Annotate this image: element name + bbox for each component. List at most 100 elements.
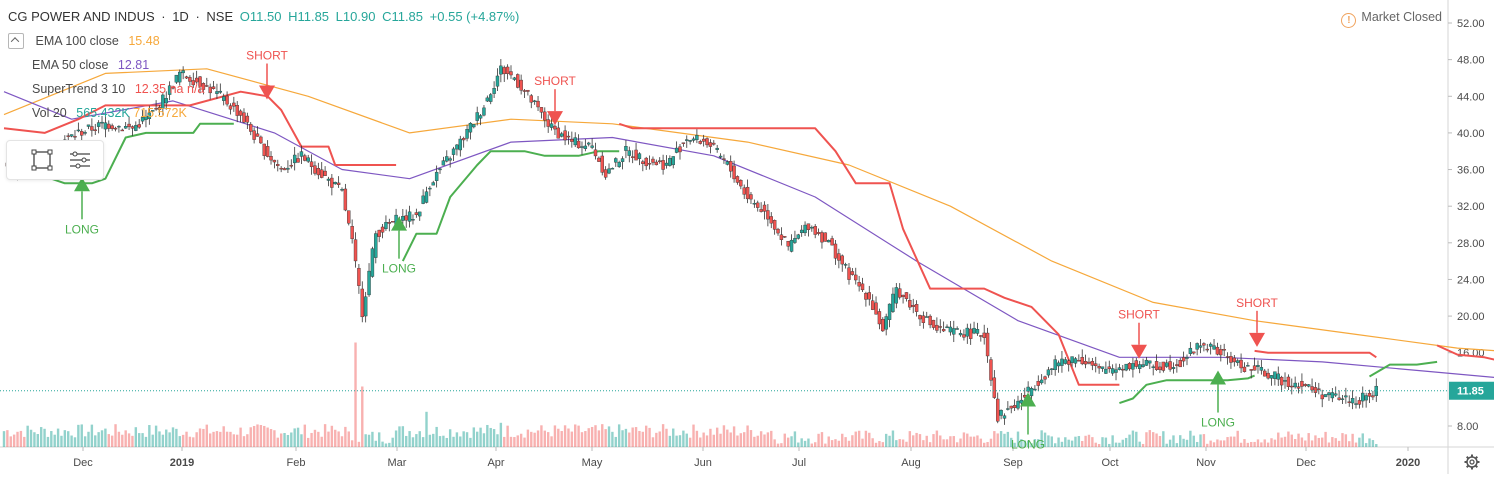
buy-arrow-icon — [391, 216, 407, 231]
volume-bar — [482, 433, 486, 447]
candle — [407, 205, 412, 228]
candle-body — [1323, 394, 1328, 398]
lines-menu-icon[interactable] — [67, 147, 93, 173]
candle-body — [519, 79, 523, 91]
market-status[interactable]: ! Market Closed — [1341, 10, 1442, 28]
candle — [1276, 366, 1280, 386]
candle — [1239, 353, 1243, 374]
candle-body — [644, 157, 648, 167]
candle-body — [147, 112, 152, 120]
volume-bar — [827, 436, 830, 447]
volume-bar — [1040, 430, 1043, 447]
volume-bar — [1094, 442, 1097, 447]
indicator-ema50[interactable]: EMA 50 close 12.81 — [32, 54, 522, 78]
candle — [989, 356, 993, 387]
signal-label: SHORT — [534, 74, 576, 88]
volume-bar — [695, 430, 699, 447]
rectangle-select-icon[interactable] — [29, 147, 55, 173]
volume-bar — [354, 342, 357, 447]
candle — [1357, 397, 1362, 409]
ema100-line — [3, 68, 1494, 352]
candle — [1046, 366, 1051, 378]
volume-bar — [465, 432, 469, 447]
candle-body — [1050, 368, 1054, 370]
candle-body — [512, 77, 517, 80]
candle-body — [188, 77, 192, 82]
volume-bar — [398, 426, 401, 447]
gear-icon[interactable] — [1464, 454, 1480, 470]
volume-bar — [80, 424, 83, 447]
candle-body — [1212, 345, 1216, 350]
volume-bar — [1006, 431, 1010, 447]
indicator-ema100[interactable]: EMA 100 close 15.48 — [8, 30, 522, 54]
volume-bar — [661, 424, 665, 447]
volume-bar — [949, 436, 952, 447]
candle — [1249, 369, 1253, 379]
volume-bar — [350, 440, 354, 447]
volume-bar — [377, 432, 381, 447]
candle — [718, 153, 723, 159]
volume-bar — [1158, 436, 1162, 447]
symbol-name[interactable]: CG POWER AND INDUS — [8, 9, 155, 24]
candle-body — [384, 222, 388, 229]
candle-body — [979, 335, 983, 337]
candle — [837, 248, 841, 269]
candle — [296, 152, 300, 163]
candle — [1266, 368, 1270, 380]
indicator-name: SuperTrend 3 10 — [32, 82, 126, 96]
candle — [691, 136, 696, 143]
interval-label[interactable]: 1D — [172, 9, 189, 24]
chevron-up-icon[interactable] — [8, 32, 24, 49]
candle-body — [1016, 400, 1020, 409]
candle — [208, 83, 212, 100]
candle — [255, 126, 260, 137]
candle — [306, 154, 310, 164]
volume-bar — [192, 437, 195, 447]
candle — [1077, 354, 1081, 362]
candle-body — [482, 107, 486, 116]
candle — [637, 152, 642, 166]
candle-body — [904, 292, 909, 299]
volume-bar — [293, 428, 296, 447]
indicator-supertrend[interactable]: SuperTrend 3 10 12.35 na n/a — [32, 78, 522, 102]
y-tick-label: 48.00 — [1457, 55, 1485, 67]
volume-bar — [1067, 439, 1070, 447]
volume-bar — [1064, 437, 1067, 447]
volume-bar — [77, 424, 80, 447]
candle-body — [651, 158, 655, 163]
candle-body — [931, 319, 936, 328]
candle-body — [374, 233, 378, 258]
candle-body — [975, 329, 980, 334]
candle — [83, 130, 87, 136]
volume-bar — [1219, 440, 1222, 447]
candle — [1263, 368, 1267, 377]
candle-body — [292, 154, 297, 164]
candle — [282, 167, 287, 171]
volume-bar — [361, 386, 364, 447]
candle — [367, 263, 371, 297]
candle — [962, 329, 966, 341]
candle — [674, 141, 679, 154]
candle-body — [573, 137, 577, 146]
volume-bar — [489, 427, 492, 447]
candle-body — [962, 334, 966, 338]
candle-body — [330, 177, 334, 188]
candle — [1252, 357, 1257, 371]
indicator-volume[interactable]: Vol 20 565.432K 715.572K — [32, 102, 522, 126]
candle-body — [1195, 343, 1199, 350]
candle-body — [1361, 392, 1365, 402]
candle-body — [992, 377, 997, 398]
y-tick-label: 20.00 — [1457, 311, 1485, 323]
candle — [1039, 374, 1044, 385]
volume-bar — [584, 431, 587, 447]
signal-buy: LONG — [65, 177, 99, 236]
volume-bar — [753, 436, 756, 447]
volume-bar — [141, 433, 144, 447]
legend: CG POWER AND INDUS · 1D · NSE O11.50 H11… — [8, 6, 522, 126]
candle-body — [1327, 392, 1331, 396]
volume-bar — [73, 437, 77, 447]
volume-bar — [438, 436, 442, 447]
candle — [644, 156, 648, 170]
